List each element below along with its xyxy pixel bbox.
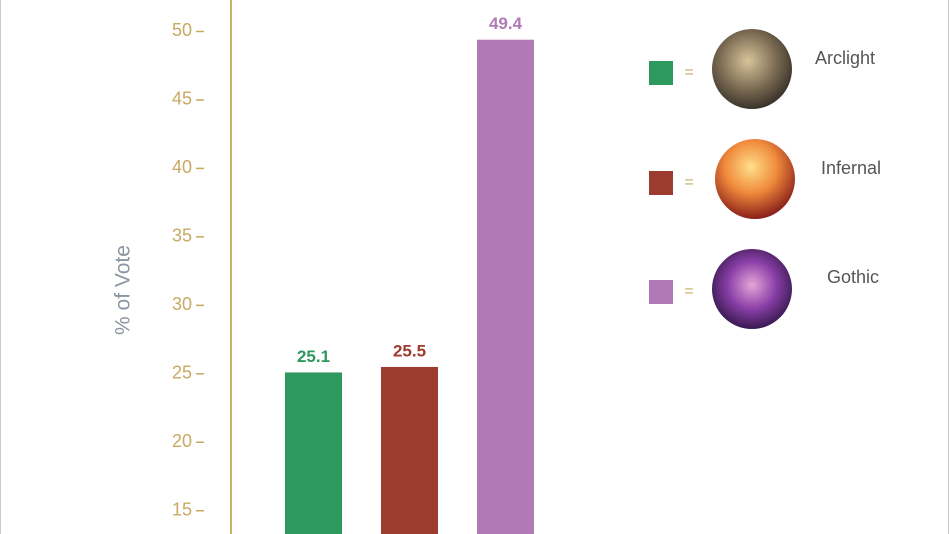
legend-swatch xyxy=(649,280,673,304)
portrait xyxy=(712,29,792,109)
y-axis-label: % of Vote xyxy=(112,245,135,335)
legend-separator: = xyxy=(684,283,693,300)
legend-label: Arclight xyxy=(815,48,875,68)
portrait xyxy=(712,249,792,329)
y-tick-label: 25 xyxy=(172,363,192,383)
bar xyxy=(477,39,534,534)
value-label: 25.5 xyxy=(393,341,426,360)
value-label: 49.4 xyxy=(489,14,523,33)
legend-swatch xyxy=(649,61,673,85)
y-tick-label: 35 xyxy=(172,226,192,246)
portrait xyxy=(715,139,795,219)
y-tick-label: 15 xyxy=(172,499,192,519)
y-tick-label: 20 xyxy=(172,431,192,451)
bar xyxy=(381,366,438,534)
value-label: 25.1 xyxy=(297,347,330,366)
y-tick-label: 45 xyxy=(172,89,192,109)
legend-separator: = xyxy=(684,174,693,191)
legend-label: Infernal xyxy=(821,158,881,178)
legend-separator: = xyxy=(684,64,693,81)
bar xyxy=(285,372,342,534)
y-tick-label: 30 xyxy=(172,294,192,314)
legend-label: Gothic xyxy=(827,267,879,287)
y-tick-label: 40 xyxy=(172,157,192,177)
y-tick-label: 50 xyxy=(172,20,192,40)
legend-swatch xyxy=(649,171,673,195)
